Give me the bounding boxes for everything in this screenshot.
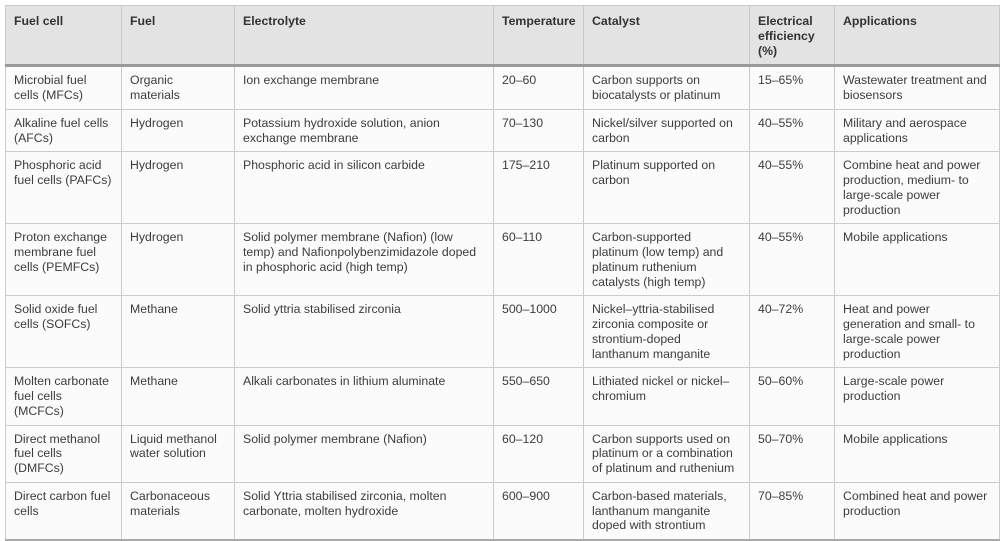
column-header-fuel-cell: Fuel cell [5,4,122,68]
table-row-afc: Alkaline fuel cells (AFCs) Hydrogen Pota… [5,108,1000,153]
cell-electrolyte: Solid yttria stabilised zirconia [234,295,494,369]
cell-efficiency: 40–55% [749,223,835,297]
cell-temperature: 20–60 [493,65,584,110]
cell-applications: Large-scale power production [834,367,1000,426]
cell-fuel-cell: Alkaline fuel cells (AFCs) [5,108,122,153]
cell-electrolyte: Phosphoric acid in silicon carbide [234,151,494,225]
cell-fuel-cell: Solid oxide fuel cells (SOFCs) [5,295,122,369]
cell-applications: Mobile applications [834,223,1000,297]
column-header-catalyst: Catalyst [583,4,750,68]
cell-applications: Heat and power generation and small- to … [834,295,1000,369]
cell-electrolyte: Alkali carbonates in lithium aluminate [234,367,494,426]
cell-temperature: 550–650 [493,367,584,426]
page: Fuel cell Fuel Electrolyte Temperature C… [5,4,1000,541]
cell-fuel-cell: Phosphoric acid fuel cells (PAFCs) [5,151,122,225]
table-header: Fuel cell Fuel Electrolyte Temperature C… [5,4,1000,68]
cell-efficiency: 15–65% [749,65,835,110]
cell-applications: Wastewater treatment and biosensors [834,65,1000,110]
cell-efficiency: 40–55% [749,151,835,225]
cell-efficiency: 70–85% [749,481,835,541]
cell-temperature: 70–130 [493,108,584,153]
header-row: Fuel cell Fuel Electrolyte Temperature C… [5,4,1000,68]
column-header-fuel: Fuel [121,4,235,68]
table-row-dcfc: Direct carbon fuel cells Carbonaceous ma… [5,481,1000,541]
column-header-temperature: Temperature [493,4,584,68]
cell-applications: Combined heat and power production [834,481,1000,541]
cell-catalyst: Carbon supports used on platinum or a co… [583,424,750,483]
cell-electrolyte: Solid polymer membrane (Nafion) [234,424,494,483]
cell-applications: Combine heat and power production, mediu… [834,151,1000,225]
cell-efficiency: 50–70% [749,424,835,483]
cell-fuel: Methane [121,367,235,426]
cell-fuel-cell: Proton exchange membrane fuel cells (PEM… [5,223,122,297]
table-row-mcfc: Molten carbonate fuel cells (MCFCs) Meth… [5,367,1000,426]
table-body: Microbial fuel cells (MFCs) Organic mate… [5,65,1000,541]
cell-fuel: Organic materials [121,65,235,110]
cell-electrolyte: Solid Yttria stabilised zirconia, molten… [234,481,494,541]
cell-catalyst: Lithiated nickel or nickel–chromium [583,367,750,426]
cell-electrolyte: Potassium hydroxide solution, anion exch… [234,108,494,153]
cell-electrolyte: Solid polymer membrane (Nafion) (low tem… [234,223,494,297]
column-header-electrical-efficiency: Electrical efficiency (%) [749,4,835,68]
cell-temperature: 500–1000 [493,295,584,369]
table-row-pafc: Phosphoric acid fuel cells (PAFCs) Hydro… [5,151,1000,225]
cell-applications: Military and aerospace applications [834,108,1000,153]
cell-fuel: Carbonaceous materials [121,481,235,541]
table-row-mfc: Microbial fuel cells (MFCs) Organic mate… [5,65,1000,110]
fuel-cell-comparison-table: Fuel cell Fuel Electrolyte Temperature C… [5,4,1000,541]
cell-catalyst: Carbon-supported platinum (low temp) and… [583,223,750,297]
cell-electrolyte: Ion exchange membrane [234,65,494,110]
cell-fuel: Methane [121,295,235,369]
table-row-dmfc: Direct methanol fuel cells (DMFCs) Liqui… [5,424,1000,483]
cell-fuel-cell: Direct carbon fuel cells [5,481,122,541]
cell-temperature: 60–120 [493,424,584,483]
cell-fuel-cell: Microbial fuel cells (MFCs) [5,65,122,110]
cell-temperature: 60–110 [493,223,584,297]
cell-efficiency: 50–60% [749,367,835,426]
cell-catalyst: Nickel/silver supported on carbon [583,108,750,153]
table-row-pemfc: Proton exchange membrane fuel cells (PEM… [5,223,1000,297]
column-header-applications: Applications [834,4,1000,68]
column-header-electrolyte: Electrolyte [234,4,494,68]
cell-temperature: 600–900 [493,481,584,541]
cell-fuel: Hydrogen [121,108,235,153]
cell-efficiency: 40–55% [749,108,835,153]
cell-fuel-cell: Molten carbonate fuel cells (MCFCs) [5,367,122,426]
cell-applications: Mobile applications [834,424,1000,483]
cell-catalyst: Platinum supported on carbon [583,151,750,225]
cell-fuel: Hydrogen [121,223,235,297]
cell-fuel: Hydrogen [121,151,235,225]
cell-fuel-cell: Direct methanol fuel cells (DMFCs) [5,424,122,483]
cell-catalyst: Nickel–yttria-stabilised zirconia compos… [583,295,750,369]
cell-fuel: Liquid methanol water solution [121,424,235,483]
cell-temperature: 175–210 [493,151,584,225]
cell-efficiency: 40–72% [749,295,835,369]
table-row-sofc: Solid oxide fuel cells (SOFCs) Methane S… [5,295,1000,369]
cell-catalyst: Carbon-based materials, lanthanum mangan… [583,481,750,541]
cell-catalyst: Carbon supports on biocatalysts or plati… [583,65,750,110]
